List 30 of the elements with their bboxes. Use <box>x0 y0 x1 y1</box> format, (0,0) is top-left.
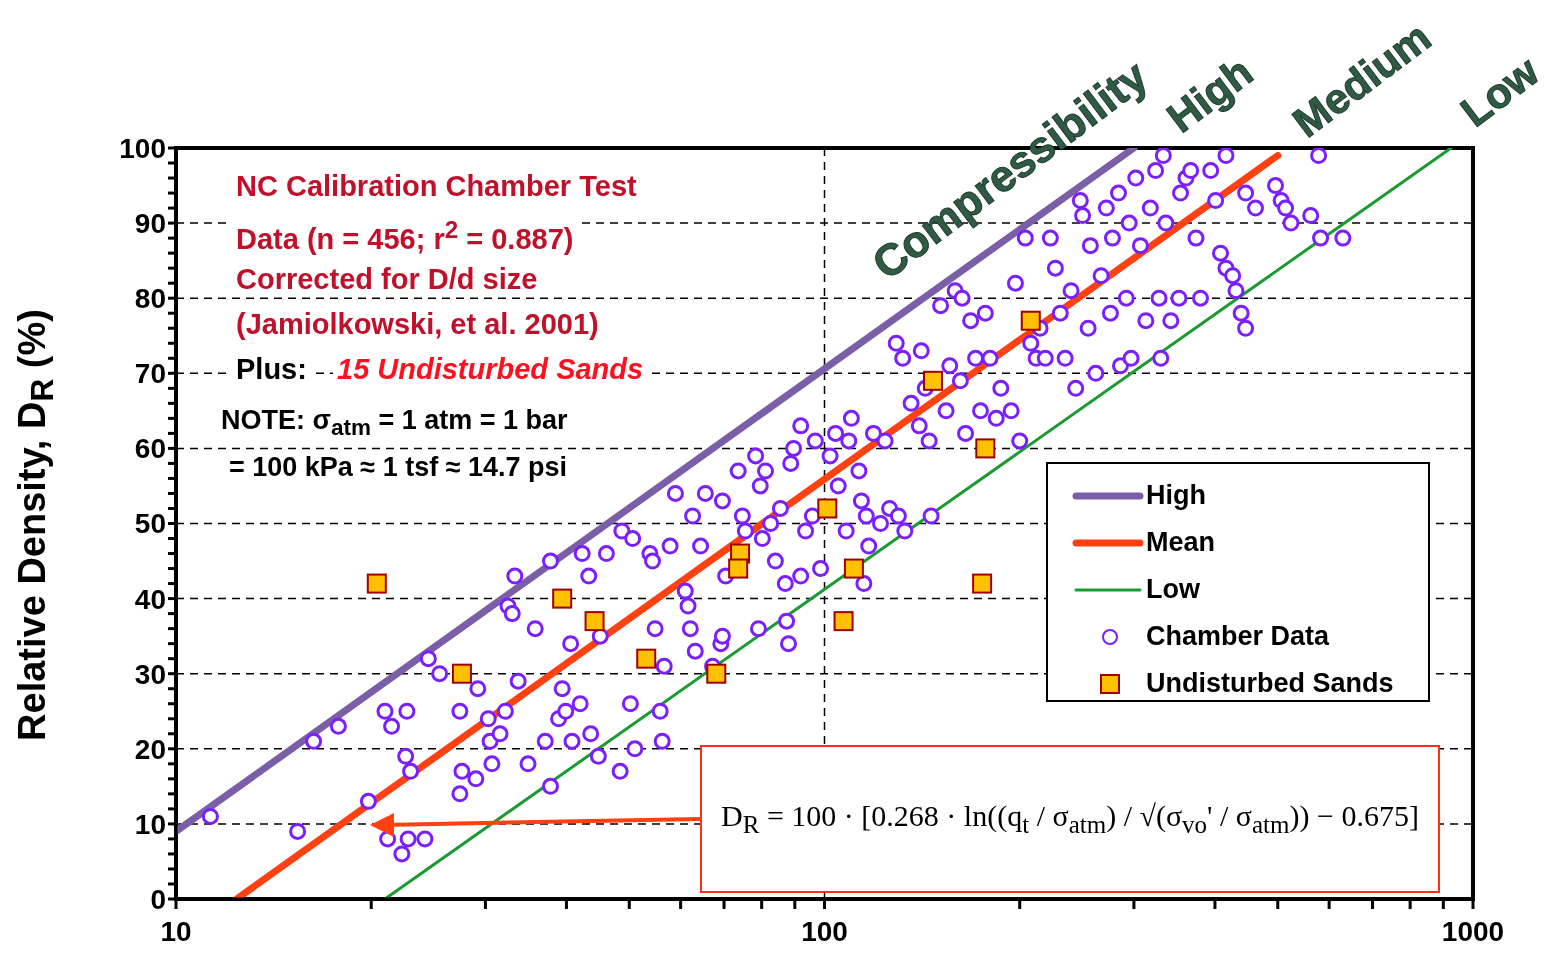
text: D$_{R}$ = 100 · [0.268 · ln((q$_{t}$ / σ$_{atm}$) / √(σ$_{vo}$' / σ$_{atm}$)) − 0.675] <box>721 799 1419 838</box>
y-tick-label: 20 <box>134 733 166 765</box>
y-tick-label: 30 <box>134 658 166 690</box>
y-tick-label: 90 <box>134 208 166 240</box>
legend-label: Undisturbed Sands <box>1146 668 1394 699</box>
x-tick-label: 100 <box>801 915 848 947</box>
legend-label: Mean <box>1146 527 1216 558</box>
annotation: Data (n = 456; r$^{2}$ = 0.887) <box>232 216 578 256</box>
text: Low <box>1452 47 1548 137</box>
y-tick-label: 0 <box>150 883 166 915</box>
legend-label: High <box>1146 480 1206 511</box>
legend-label: Low <box>1146 574 1200 605</box>
annotation: Corrected for D/d size <box>232 263 542 296</box>
y-tick-label: 10 <box>134 808 166 840</box>
annotation: NOTE: σ$_{atm}$ = 1 atm = 1 bar <box>217 405 572 442</box>
y-tick-label: 70 <box>134 358 166 390</box>
annotation: 15 Undisturbed Sands <box>333 353 648 386</box>
annotation: NC Calibration Chamber Test <box>232 170 641 203</box>
y-tick-label: 80 <box>134 283 166 315</box>
y-tick-label: 100 <box>119 132 166 164</box>
x-tick-label: 10 <box>160 915 192 947</box>
annotation: (Jamiolkowski, et al. 2001) <box>232 308 603 341</box>
annotation: Plus: <box>232 353 311 386</box>
y-tick-label: 40 <box>134 583 166 615</box>
x-tick-label: 1000 <box>1441 915 1505 947</box>
y-tick-label: 60 <box>134 433 166 465</box>
legend-label: Chamber Data <box>1146 621 1330 652</box>
text: High <box>1158 47 1262 143</box>
annotation: = 100 kPa ≈ 1 tsf ≈ 14.7 psi <box>225 452 572 483</box>
y-tick-label: 50 <box>134 508 166 540</box>
